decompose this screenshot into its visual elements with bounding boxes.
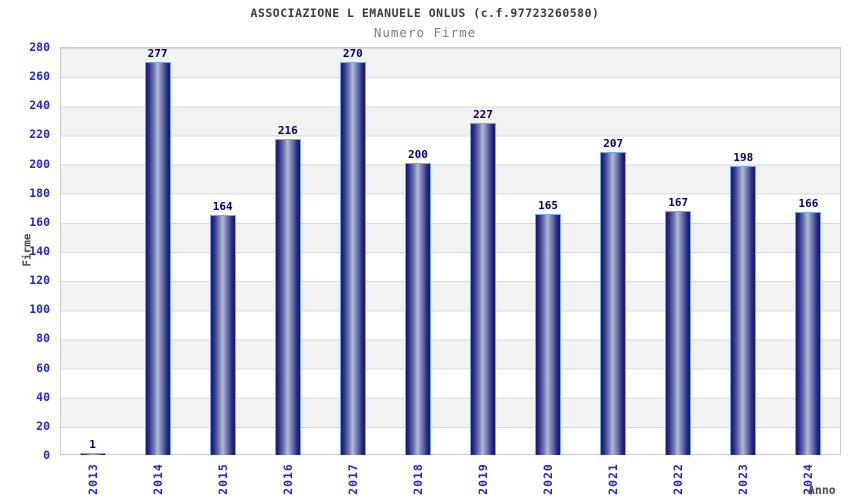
bar	[470, 123, 496, 455]
bars-layer: 1 277 164 216 270 200 227 165 207 167 198 166	[60, 47, 841, 455]
y-tick-label: 220	[29, 127, 50, 142]
bar	[730, 165, 757, 455]
bar-value-label: 167	[668, 195, 689, 209]
bar	[209, 215, 236, 455]
y-axis-ticks: 0 20 40 60 80 100 120 140 160 180 200 220 240 260 280	[0, 40, 55, 462]
plot-area	[60, 47, 841, 455]
bar-slot: 166	[776, 47, 841, 455]
bar	[274, 139, 301, 455]
x-tick-label: 2017	[345, 463, 360, 495]
chart-title: ASSOCIAZIONE L EMANUELE ONLUS (c.f.97723…	[250, 6, 600, 20]
y-tick-label: 140	[29, 244, 50, 258]
y-tick-label: 80	[36, 331, 50, 346]
x-tick-label: 2023	[736, 463, 751, 495]
x-tick-label: 2022	[671, 463, 686, 495]
bar-value-label: 227	[473, 108, 493, 122]
x-tick-label: 2014	[150, 463, 165, 495]
x-tick-label: 2020	[541, 463, 556, 495]
bar	[339, 62, 366, 455]
x-tick-label: 2015	[215, 463, 230, 495]
x-tick-label: 2021	[606, 463, 621, 495]
bar-slot: 277	[125, 47, 190, 455]
bar-value-label: 216	[277, 124, 298, 138]
bar	[535, 213, 562, 455]
bar	[79, 452, 106, 455]
y-tick-label: 40	[36, 389, 50, 404]
y-tick-label: 160	[29, 214, 50, 229]
bar-value-label: 1	[89, 437, 96, 451]
y-tick-label: 120	[29, 273, 50, 288]
bar-slot: 200	[385, 47, 450, 455]
bar-slot: 216	[255, 47, 320, 455]
bar-slot: 227	[450, 47, 515, 455]
y-tick-label: 240	[29, 98, 50, 113]
y-tick-label: 280	[29, 40, 50, 54]
y-tick-label: 200	[29, 156, 50, 171]
y-axis-title: Firme	[20, 233, 34, 267]
bar-slot: 198	[711, 47, 776, 455]
bar-value-label: 200	[407, 147, 428, 161]
x-tick-label: 2016	[280, 463, 295, 495]
bar-slot: 207	[581, 47, 646, 455]
x-axis-ticks: 2013 2014 2015 2016 2017 2018 2019 2020 2021 2022…	[60, 455, 841, 500]
bar-value-label: 270	[342, 47, 363, 60]
bar-value-label: 198	[733, 150, 754, 164]
bar	[795, 212, 822, 455]
bar-slot: 165	[516, 47, 581, 455]
x-tick-label: 2018	[410, 463, 425, 495]
bar	[144, 62, 171, 455]
x-tick-label: 2019	[476, 463, 491, 495]
bar-value-label: 277	[147, 47, 168, 60]
bar-value-label: 165	[538, 198, 559, 212]
y-tick-label: 100	[29, 302, 50, 317]
x-axis-title: Anno	[808, 483, 836, 497]
bar	[404, 162, 431, 455]
bar-slot: 270	[320, 47, 385, 455]
bar	[600, 152, 627, 455]
y-tick-label: 20	[36, 418, 50, 433]
chart-subtitle: Numero Firme	[373, 25, 477, 40]
y-tick-label: 260	[29, 69, 50, 84]
bar-value-label: 164	[212, 200, 233, 214]
bar	[665, 210, 692, 455]
bar-slot: 167	[646, 47, 711, 455]
y-tick-label: 0	[43, 448, 50, 462]
bar-value-label: 166	[798, 197, 819, 211]
y-tick-label: 60	[36, 360, 50, 375]
bar-value-label: 207	[603, 137, 624, 151]
bar-slot: 1	[60, 47, 125, 455]
bar-slot: 164	[190, 47, 255, 455]
x-tick-label: 2013	[85, 463, 100, 495]
y-tick-label: 180	[29, 185, 50, 200]
